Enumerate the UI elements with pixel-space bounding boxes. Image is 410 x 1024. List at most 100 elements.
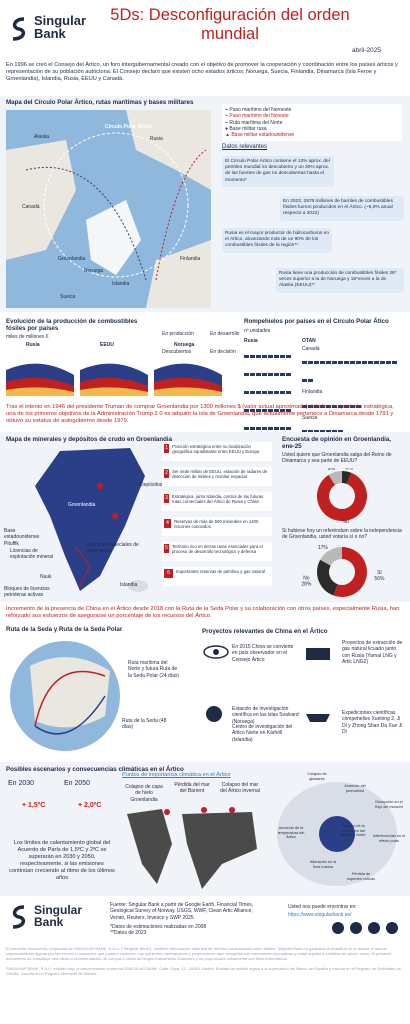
legend: En producción En desarrollo Descubiertos E… (162, 322, 262, 358)
project: Estación de investigación científica en … (232, 706, 299, 725)
linkedin-icon[interactable] (368, 922, 380, 934)
icebreaker (320, 361, 325, 365)
icebreaker-row: Suecia (302, 415, 402, 439)
icebreaker (302, 429, 307, 433)
icebreaker (256, 391, 261, 394)
list-item: 4 Reservas de más de 500 minerales en 140… (162, 517, 272, 536)
map-label: Groenlandia (58, 256, 86, 262)
icebreaker (314, 429, 319, 433)
section-title: Proyectos relevantes de China en el Árti… (202, 628, 328, 635)
slice-category: No (342, 519, 349, 524)
project: Centro de investigación del Ártico Norte… (232, 724, 293, 743)
greenland-map (35, 448, 148, 592)
icebreaker (362, 361, 367, 365)
greenland-section: Mapa de minerales y depósitos de crudo e… (0, 432, 410, 602)
find: Usted nos puede encontrar en: (288, 904, 357, 910)
legend-item: En decisión (210, 349, 236, 355)
date: abril-2025 (352, 47, 381, 54)
icebreaker (286, 391, 291, 394)
legend-item: ┅ Ruta marítima del Norte (225, 119, 283, 126)
map-label: Colapso de capa de hielo Groenlandia (125, 784, 163, 803)
icebreaker (314, 361, 319, 365)
area (80, 387, 148, 396)
country-name: Suecia (302, 414, 318, 421)
icebreaker (256, 373, 261, 376)
icebreaker (262, 373, 267, 376)
icebreaker (332, 404, 337, 408)
project-icons (203, 645, 330, 722)
icebreaker (338, 429, 343, 433)
icebreaker (268, 373, 273, 376)
icebreaker (262, 409, 267, 412)
map-label: Rusia (150, 136, 163, 142)
legend-text: Base militar rusa (229, 125, 267, 132)
section-title: Ruta de la Seda y Ruta de la Seda Polar (6, 626, 123, 633)
year: En 2050 (64, 780, 91, 787)
disclaimer-text: El presente documento, propiedad de SING… (6, 946, 392, 962)
icebreaker (250, 409, 255, 412)
icebreaker (286, 373, 291, 376)
map-label: Alaska (34, 134, 50, 140)
icebreaker (250, 427, 255, 430)
item-number: 5 (164, 544, 170, 553)
instagram-icon[interactable] (350, 922, 362, 934)
fact: Rusia es el mayor productor de hidrocarb… (222, 228, 332, 253)
country-name: Rusia (26, 342, 40, 348)
item-text: Reservas de más de 500 minerales en 1400… (174, 519, 259, 530)
x-icon[interactable] (332, 922, 344, 934)
icebreaker-row: Finlandia (302, 389, 402, 413)
list-item: 5 Territorio rico en tierras raras esenci… (162, 542, 272, 561)
diagram-label: Pérdida de especies críticas (346, 872, 376, 881)
note: *Datos de estimaciones realizadas en 200… (110, 924, 207, 930)
icebreaker (380, 361, 385, 365)
icebreaker (308, 429, 313, 433)
logo-icon (12, 17, 26, 41)
logo: Singular Bank (8, 14, 128, 54)
section-title: Posibles escenarios y consecuencias clim… (6, 766, 184, 773)
icebreaker (280, 409, 285, 412)
icebreaker (262, 355, 267, 358)
icebreaker (314, 404, 319, 408)
map-label: Finlandia (180, 256, 201, 262)
country-name: Canadá (302, 346, 320, 352)
icebreaker (344, 404, 349, 408)
icebreaker (338, 361, 343, 365)
url[interactable]: https://www.singularbank.es/ (288, 912, 352, 918)
units: nº unidades (244, 328, 271, 334)
icebreaker (244, 391, 249, 394)
icebreaker (274, 409, 279, 412)
icebreaker (256, 409, 261, 412)
year: En 2030 (8, 780, 35, 787)
fact: Rusia tiene una producción de combustibl… (276, 268, 404, 293)
project: En 2015 China se convierte en país obser… (232, 644, 294, 663)
icebreaker (338, 404, 343, 408)
map-label: Groenlandia (68, 502, 96, 508)
icebreaker (356, 404, 361, 408)
icebreaker (262, 391, 267, 394)
icebreaker-row: Canadá (302, 346, 402, 388)
icebreaker (262, 427, 267, 430)
section-title: Mapa del Círculo Polar Ártico, rutas mar… (6, 99, 194, 106)
slice-label: 28% (301, 582, 312, 588)
icebreaker (250, 391, 255, 394)
youtube-icon[interactable] (386, 922, 398, 934)
icebreaker (392, 361, 397, 365)
project: Proyectos de extracción de gas natural l… (342, 640, 403, 665)
legend-item: ┅ Paso marítimo del Noroeste (225, 107, 292, 113)
slice-category: No sabe (314, 544, 333, 545)
map-label: Pérdida del mar del Barrent (174, 782, 210, 795)
slice-category: No (303, 576, 310, 582)
icebreaker (268, 355, 273, 358)
icebreaker (274, 391, 279, 394)
area (6, 387, 74, 396)
slice-label: 17% (318, 545, 329, 551)
map-label: Bloques de licencias petroleras activas (4, 586, 50, 599)
map-label: Nuuk (40, 574, 52, 580)
icebreaker (350, 404, 355, 408)
map-label: Colapso del mar del Ártico invernal (220, 782, 260, 795)
brand: Singular Bank (34, 13, 87, 41)
group-name: Rusia (244, 338, 258, 344)
climate-section: Posibles escenarios y consecuencias clim… (0, 762, 410, 896)
legend-item: ● Base militar rusa (225, 125, 267, 132)
